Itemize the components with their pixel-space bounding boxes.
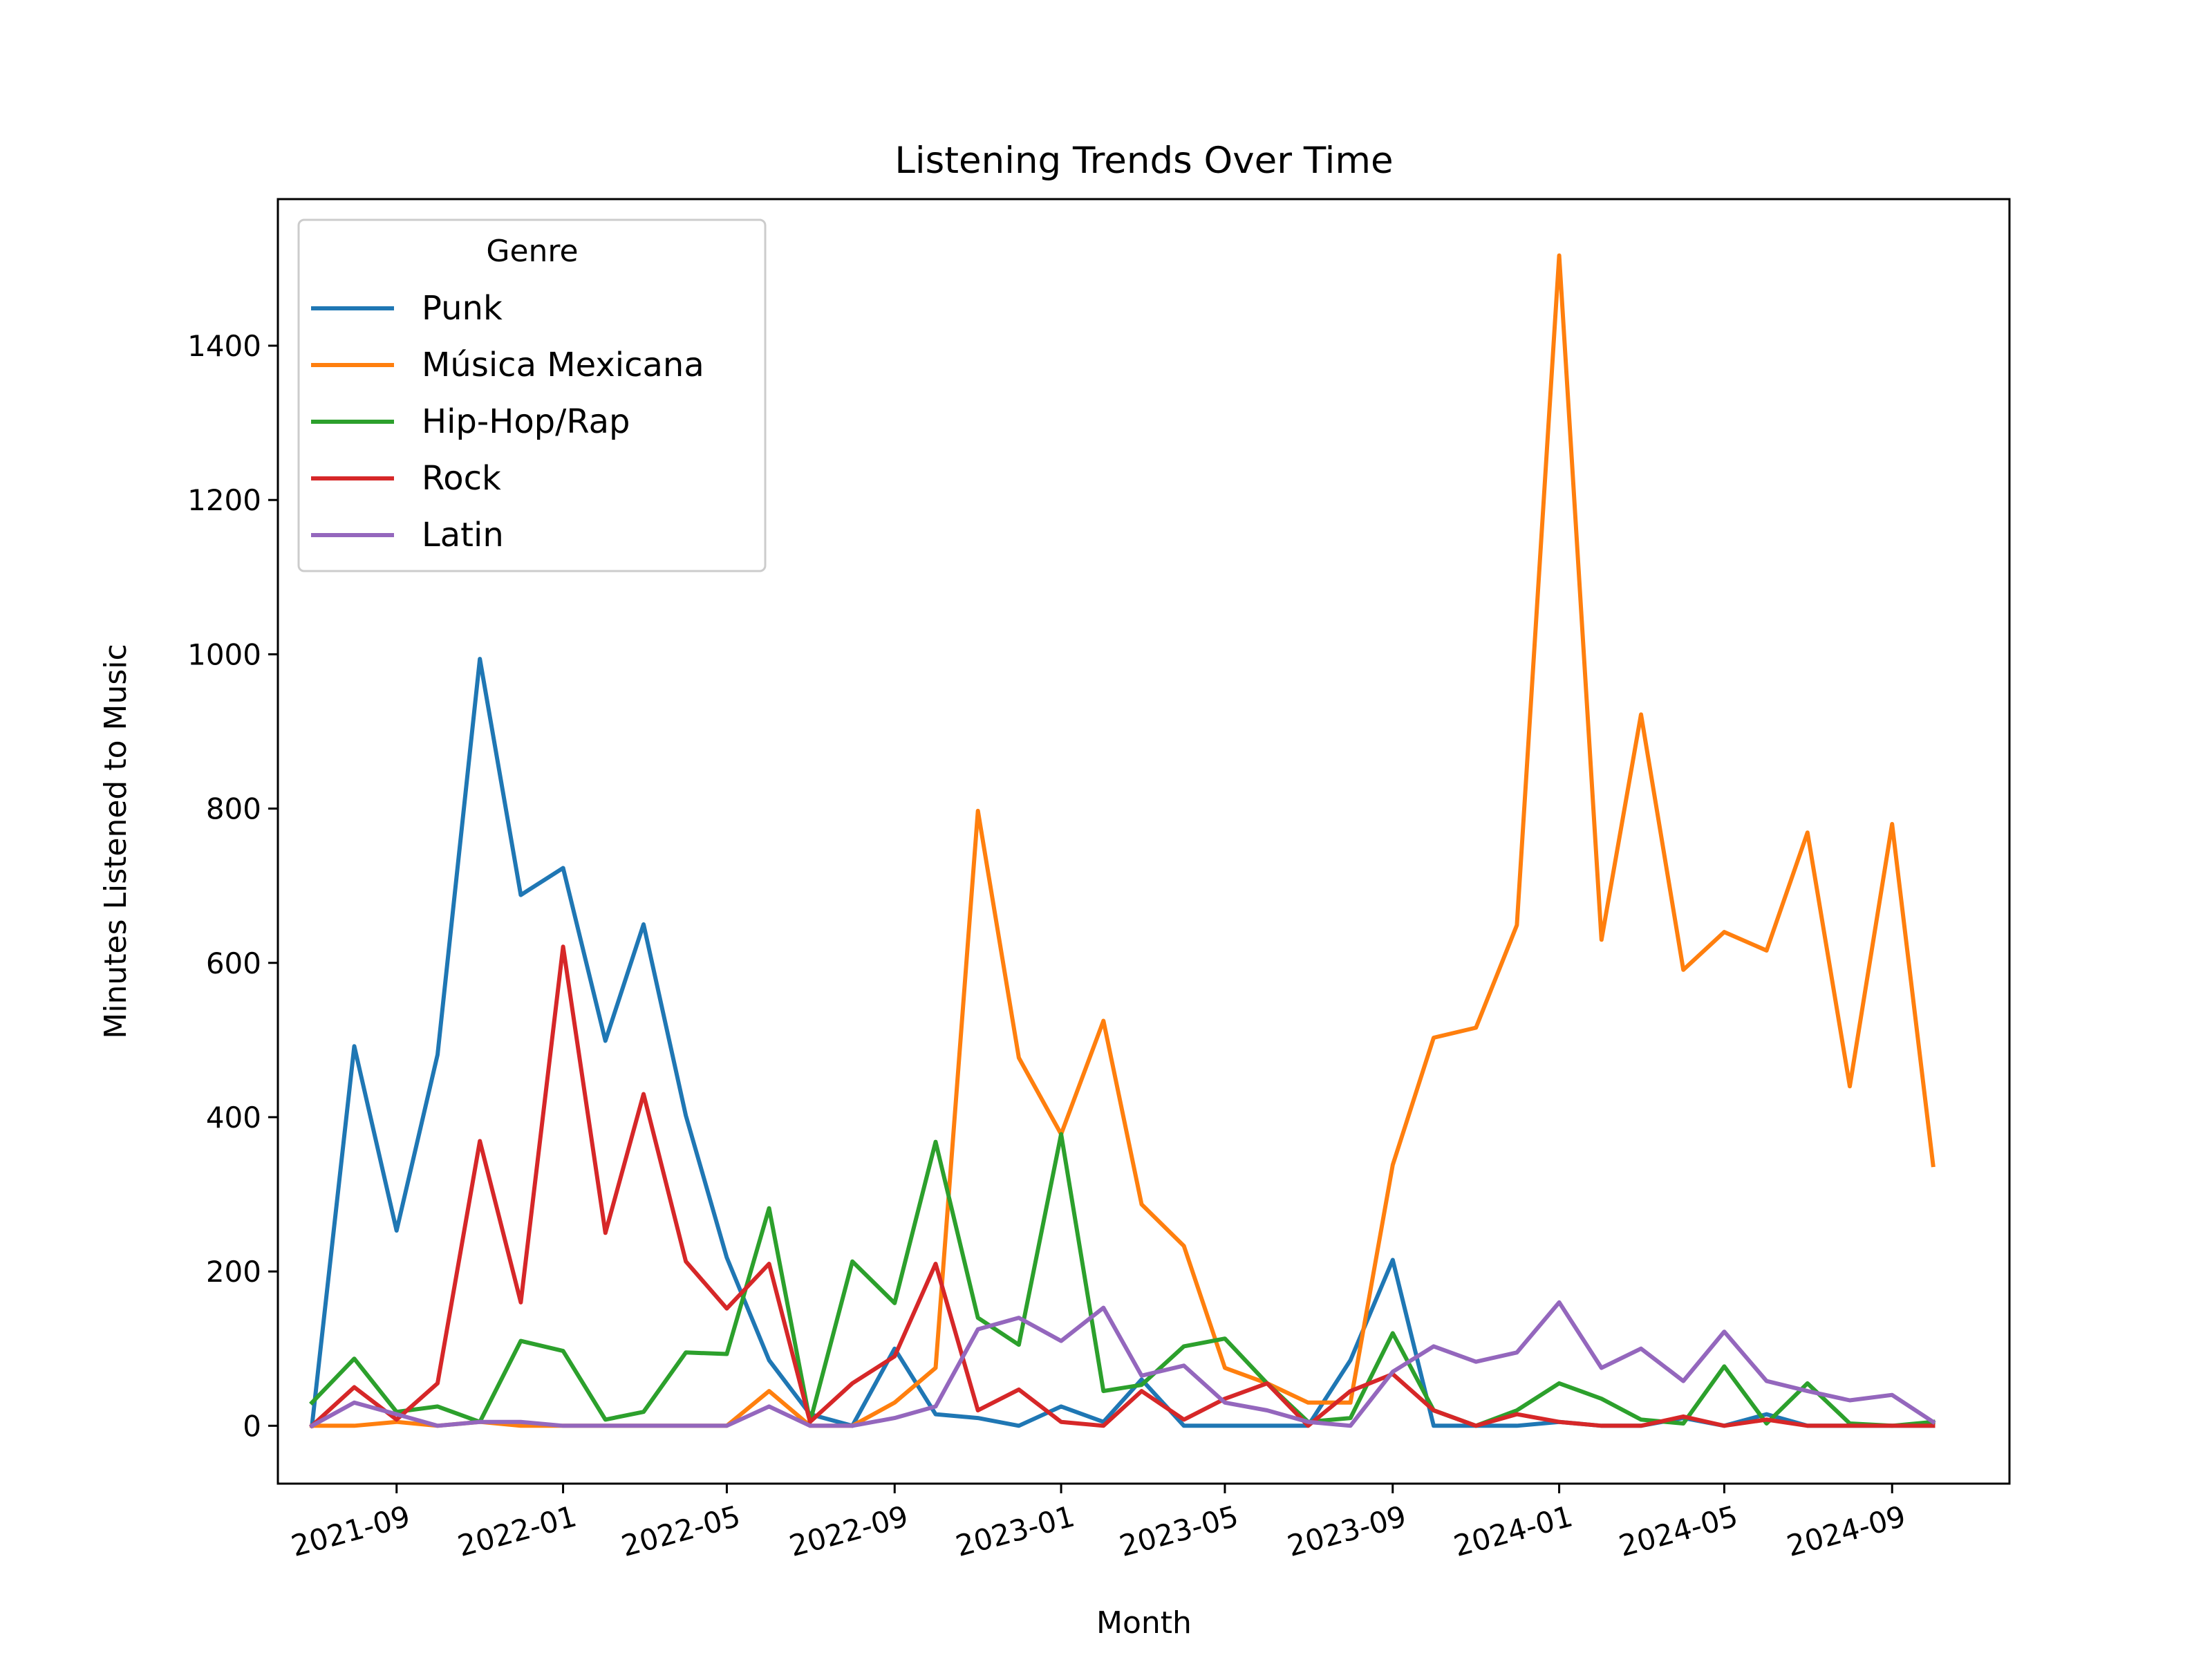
y-tick-label: 400	[206, 1101, 261, 1135]
legend-label: Rock	[422, 459, 501, 498]
legend-box	[297, 218, 767, 572]
y-tick-label: 1200	[187, 483, 261, 517]
legend-label: Música Mexicana	[422, 346, 704, 384]
plot-frame	[276, 198, 2011, 1485]
y-tick-label: 1400	[187, 329, 261, 363]
y-tick-label: 800	[206, 792, 261, 826]
legend-label: Latin	[422, 516, 504, 554]
legend-label: Hip-Hop/Rap	[422, 402, 630, 441]
y-tick-label: 600	[206, 946, 261, 980]
chart-title: Listening Trends Over Time	[894, 140, 1393, 182]
y-axis-label: Minutes Listened to Music	[98, 644, 133, 1038]
legend-label: Punk	[422, 289, 503, 328]
plot-area	[309, 253, 1936, 1429]
x-axis-label: Month	[1096, 1605, 1192, 1641]
legend-title: Genre	[486, 234, 578, 269]
legend: Genre Punk Música Mexicana Hip-Hop/Rap Rock…	[297, 218, 767, 572]
y-tick-label: 0	[243, 1409, 261, 1443]
y-tick-label: 1000	[187, 637, 261, 671]
series-line-rock	[309, 944, 1936, 1429]
y-tick-label: 200	[206, 1255, 261, 1289]
series-line-latin	[309, 1300, 1936, 1429]
